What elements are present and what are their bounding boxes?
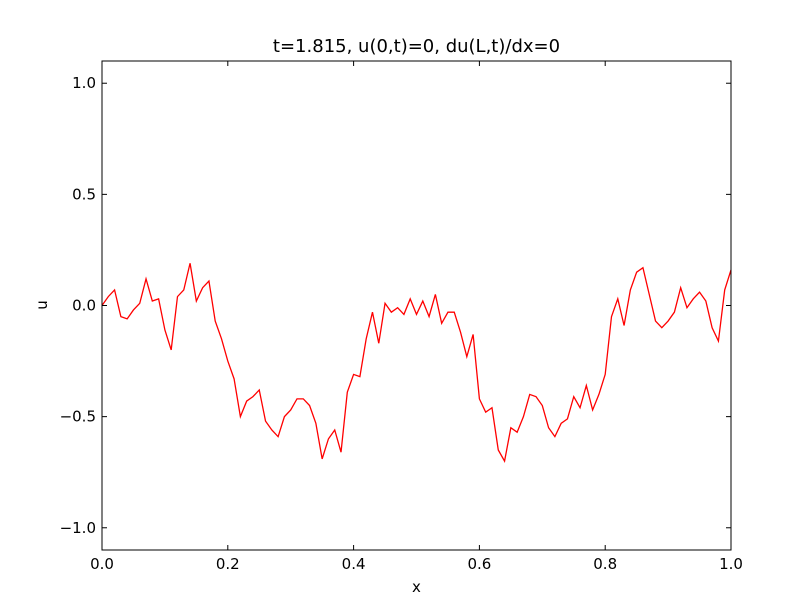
series-line-0 bbox=[101, 263, 732, 463]
x-tick-label: 0.8 bbox=[593, 555, 617, 573]
x-tick-label: 0.6 bbox=[467, 555, 491, 573]
x-tick-label: 0.2 bbox=[216, 555, 240, 573]
x-tick-label: 0.0 bbox=[90, 555, 114, 573]
tick-layer: 0.0 0.2 0.4 0.6 0.8 1.0 −1.0 −0.5 0.0 0.5 1.0 bbox=[60, 61, 743, 573]
y-tick-label: −1.0 bbox=[60, 519, 96, 537]
x-axis-label: x bbox=[412, 578, 421, 596]
y-axis-label: u bbox=[33, 300, 51, 310]
chart-title: t=1.815, u(0,t)=0, du(L,t)/dx=0 bbox=[273, 36, 560, 57]
plot-layer bbox=[101, 263, 732, 463]
x-tick-label: 1.0 bbox=[719, 555, 743, 573]
y-tick-label: 1.0 bbox=[72, 74, 96, 92]
y-tick-label: 0.5 bbox=[72, 185, 96, 203]
y-tick-label: −0.5 bbox=[60, 408, 96, 426]
y-tick-label: 0.0 bbox=[72, 297, 96, 315]
x-tick-label: 0.4 bbox=[342, 555, 366, 573]
